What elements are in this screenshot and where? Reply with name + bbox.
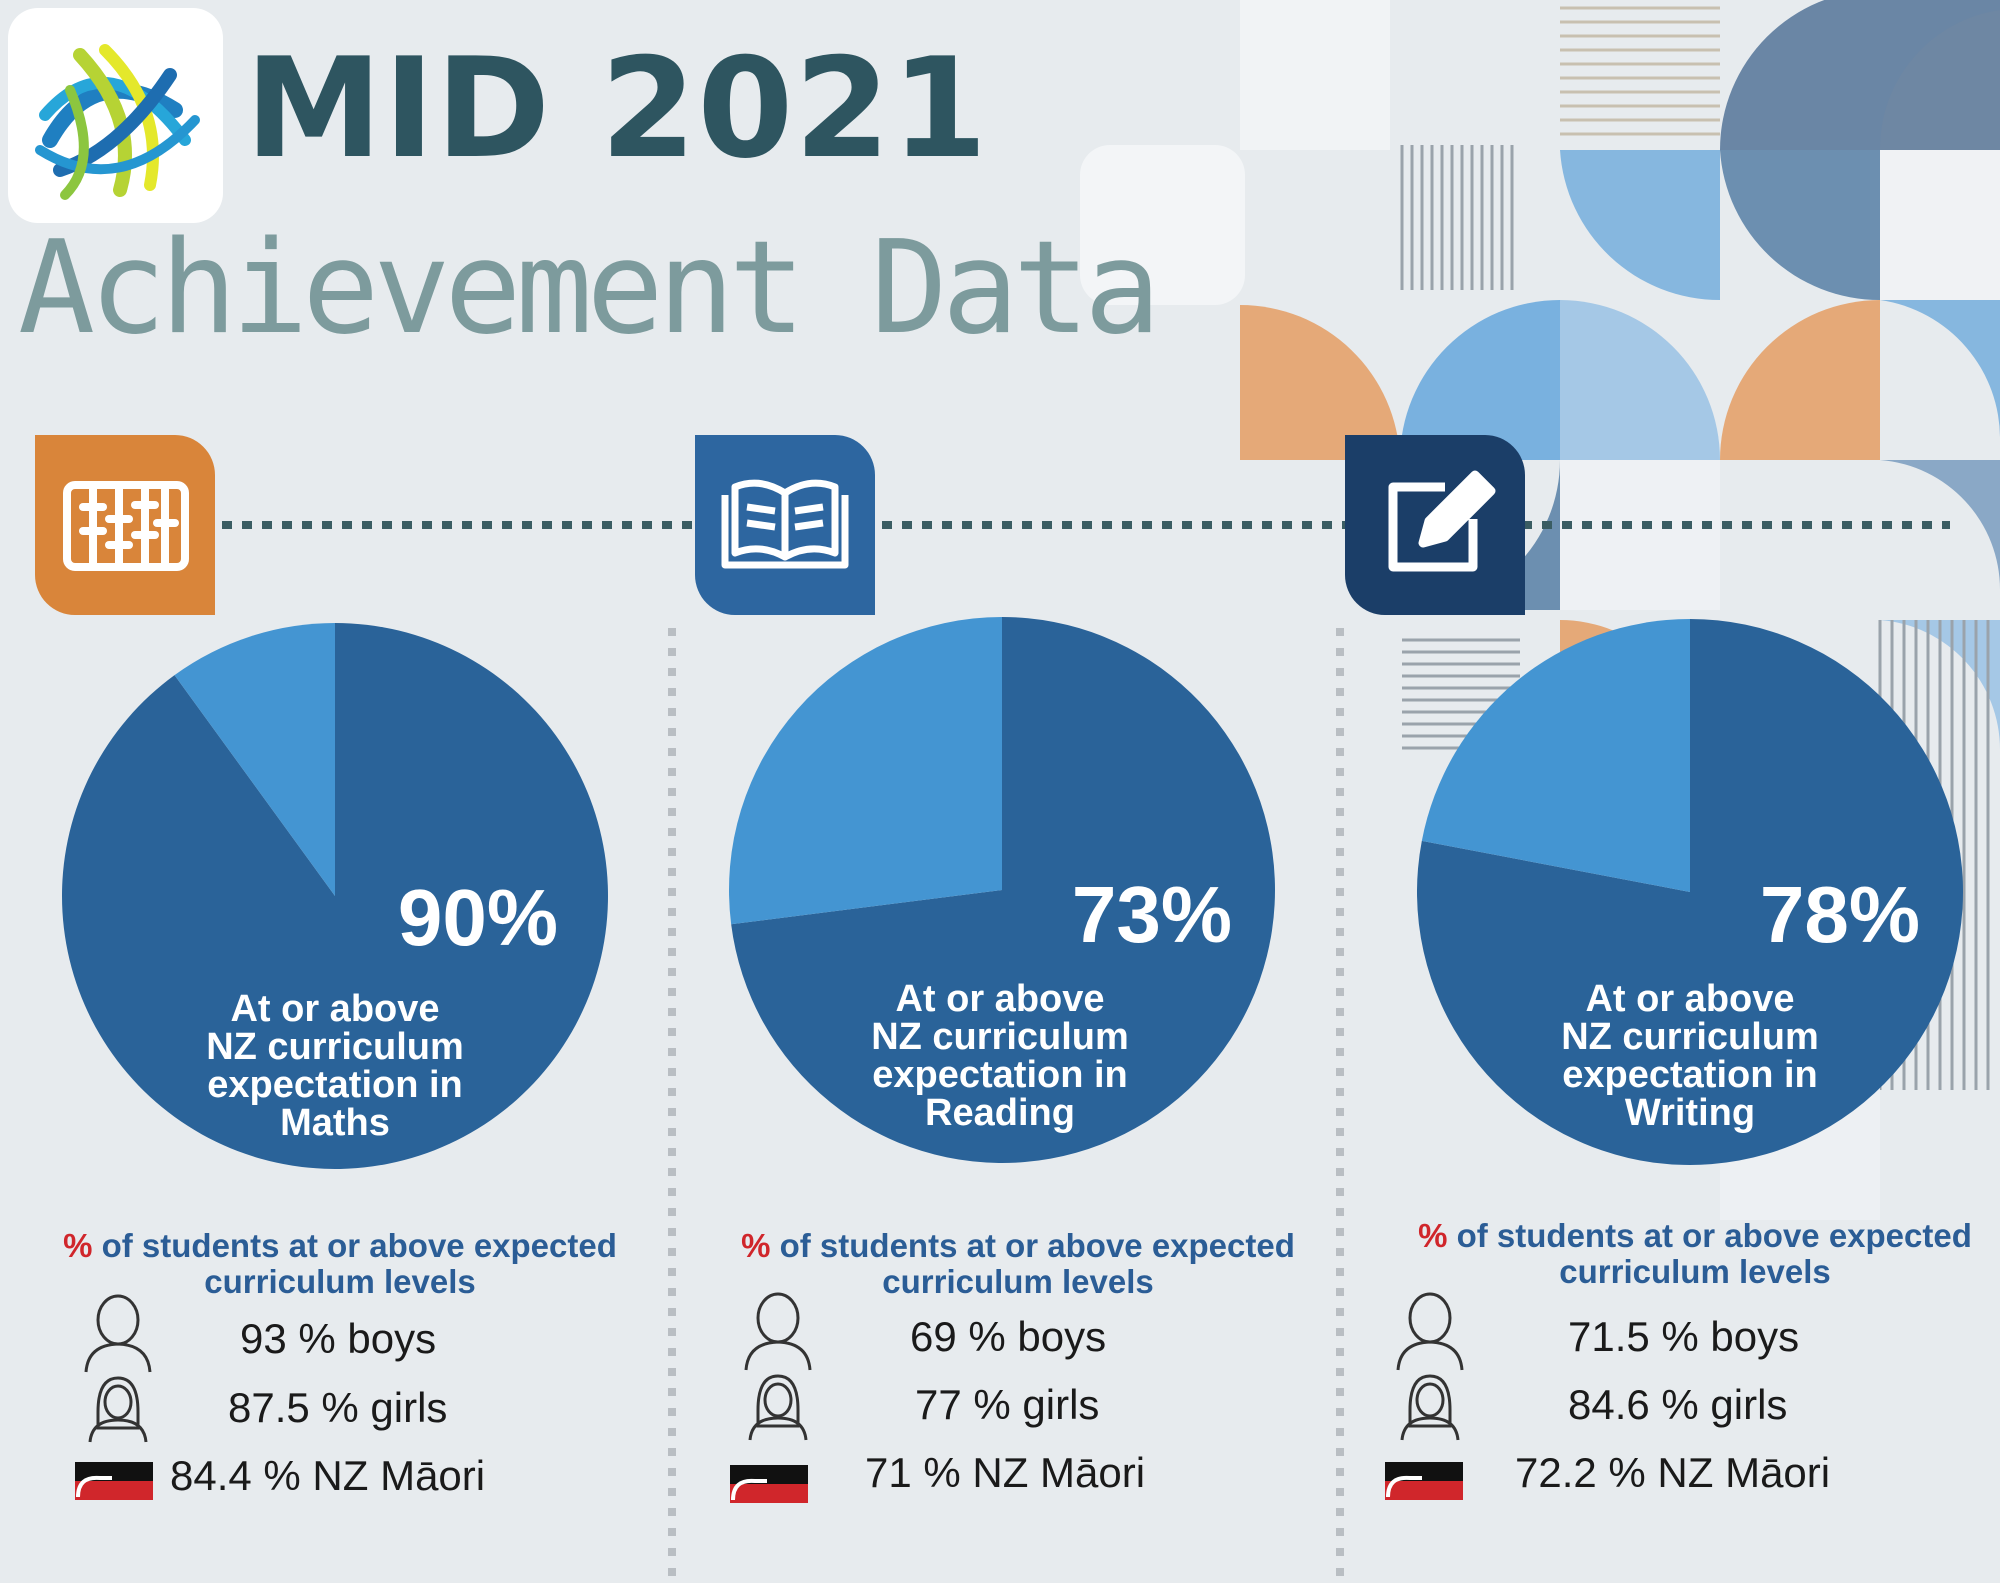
- caption-line: expectation in: [872, 1054, 1128, 1096]
- pattern-quarter-circle: [1400, 300, 1560, 460]
- maths-pie-caption: At or above NZ curriculum expectation in…: [165, 990, 505, 1142]
- pattern-quarter-circle: [1240, 304, 1400, 460]
- pattern-quarter-circle: [1720, 150, 1880, 301]
- writing-badge: [1345, 435, 1525, 615]
- caption-line: NZ curriculum: [1561, 1016, 1819, 1058]
- writing-maori-stat: 72.2 % NZ Māori: [1515, 1449, 1831, 1496]
- maths-badge: [35, 435, 215, 615]
- pattern-tile: [1880, 150, 2000, 300]
- reading-pie-caption: At or above NZ curriculum expectation in…: [830, 980, 1170, 1132]
- pattern-quarter-circle: [1879, 10, 2000, 150]
- writing-pie-slice-below: [1421, 619, 1690, 892]
- percent-symbol: %: [63, 1227, 93, 1264]
- reading-stats-heading: % of students at or above expected curri…: [708, 1228, 1328, 1300]
- heading-text: curriculum levels: [882, 1263, 1154, 1300]
- pattern-quarter-circle: [1560, 300, 1720, 460]
- caption-line: Writing: [1624, 1092, 1756, 1134]
- page-subtitle: Achievement Data: [18, 214, 1161, 363]
- reading-percent-label: 73%: [1071, 870, 1232, 959]
- reading-girls-stat: 77 % girls: [915, 1381, 1100, 1428]
- heading-text: of students at or above expected: [1447, 1217, 1972, 1254]
- pattern-quarter-circle: [1880, 300, 2000, 440]
- caption-line: At or above: [895, 978, 1105, 1020]
- writing-percent-label: 78%: [1759, 870, 1920, 959]
- open-book-icon: [721, 479, 849, 569]
- caption-line: At or above: [230, 988, 440, 1030]
- reading-boys-stat: 69 % boys: [910, 1313, 1107, 1360]
- page-title: MID 2021: [245, 28, 989, 189]
- maths-girls-stat: 87.5 % girls: [228, 1384, 448, 1431]
- girl-icon: [88, 1374, 1460, 1443]
- reading-pie-slice-above: [731, 617, 1275, 1163]
- pattern-stripes: [1400, 145, 1514, 290]
- caption-line: NZ curriculum: [871, 1016, 1129, 1058]
- percent-symbol: %: [1418, 1217, 1448, 1254]
- pattern-stripes: [1560, 6, 1720, 136]
- caption-line: Reading: [925, 1092, 1075, 1134]
- reading-maori-stat: 71 % NZ Māori: [865, 1449, 1146, 1496]
- edit-pencil-icon: [1388, 470, 1496, 572]
- maths-maori-stat: 84.4 % NZ Māori: [170, 1452, 486, 1499]
- caption-line: At or above: [1585, 978, 1795, 1020]
- maths-pie-slice-above: [61, 623, 608, 1170]
- pattern-quarter-circle: [1560, 150, 1720, 301]
- writing-stats-heading: % of students at or above expected curri…: [1385, 1218, 2000, 1290]
- writing-girls-stat: 84.6 % girls: [1568, 1381, 1788, 1428]
- heading-text: curriculum levels: [204, 1263, 476, 1300]
- maths-boys-stat: 93 % boys: [240, 1315, 437, 1362]
- pattern-tile: [1560, 460, 1720, 610]
- maths-percent-label: 90%: [397, 873, 558, 962]
- pattern-quarter-circle: [1880, 620, 2000, 750]
- caption-line: NZ curriculum: [206, 1026, 464, 1068]
- boy-icon: [84, 1292, 1464, 1373]
- caption-line: Maths: [280, 1102, 390, 1144]
- heading-text: curriculum levels: [1559, 1253, 1831, 1290]
- reading-pie-slice-below: [729, 617, 1002, 925]
- maths-pie-slice-below: [174, 623, 335, 896]
- pattern-quarter-circle: [1880, 460, 2000, 590]
- pattern-quarter-circle: [1720, 300, 1880, 460]
- abacus-icon: [63, 481, 189, 571]
- pattern-tile: [1240, 0, 1390, 150]
- heading-text: of students at or above expected: [92, 1227, 617, 1264]
- heading-text: of students at or above expected: [770, 1227, 1295, 1264]
- caption-line: expectation in: [1562, 1054, 1818, 1096]
- woven-hands-logo-icon: [8, 8, 223, 223]
- reading-badge: [695, 435, 875, 615]
- caption-line: expectation in: [207, 1064, 463, 1106]
- pattern-tile: [1080, 145, 1245, 305]
- maori-flag-icon: [75, 1462, 1463, 1503]
- maths-stats-heading: % of students at or above expected curri…: [30, 1228, 650, 1300]
- percent-symbol: %: [741, 1227, 771, 1264]
- writing-pie-caption: At or above NZ curriculum expectation in…: [1520, 980, 1860, 1132]
- writing-boys-stat: 71.5 % boys: [1568, 1313, 1800, 1360]
